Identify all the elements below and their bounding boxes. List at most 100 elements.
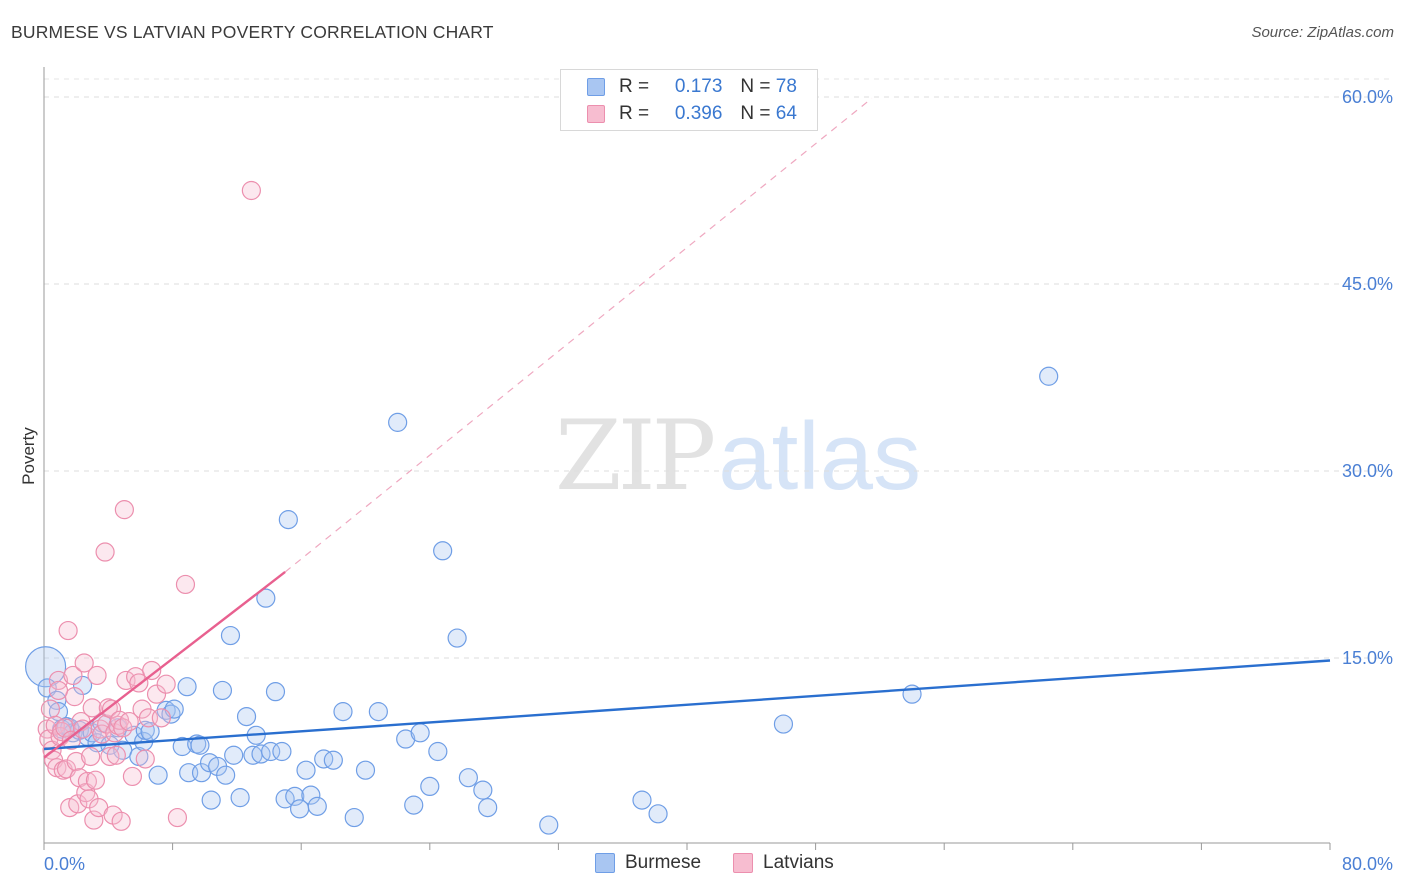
point-burmese: [177, 677, 197, 697]
legend-r-value-burmese: 0.173: [674, 76, 723, 97]
legend-swatch-latvians: [587, 105, 605, 123]
point-latvians: [64, 687, 85, 707]
point-burmese: [230, 788, 250, 808]
point-latvians: [106, 745, 126, 765]
point-burmese: [404, 795, 424, 815]
point-latvians: [40, 699, 61, 719]
point-latvians: [48, 680, 69, 701]
point-burmese: [296, 760, 316, 780]
point-burmese: [278, 510, 298, 530]
point-latvians: [119, 711, 139, 732]
point-burmese: [539, 815, 559, 835]
point-burmese: [224, 745, 244, 765]
point-burmese: [428, 741, 448, 762]
legend-n-label: N =: [740, 103, 771, 124]
trendline-extension-latvians: [284, 97, 873, 573]
y-tick-label: 15.0%: [1342, 648, 1393, 668]
point-latvians: [135, 749, 155, 769]
watermark-zip: ZIP: [555, 400, 716, 512]
series-label-latvians: Latvians: [763, 852, 834, 873]
point-burmese: [632, 790, 652, 810]
series-swatch-burmese: [595, 853, 615, 873]
point-latvians: [87, 665, 107, 686]
x-tick-label: 80.0%: [1342, 854, 1393, 874]
point-burmese: [314, 749, 334, 769]
point-burmese: [355, 760, 376, 780]
point-burmese: [265, 682, 286, 702]
point-burmese: [256, 588, 276, 608]
point-burmese: [148, 765, 168, 785]
point-burmese: [333, 702, 353, 722]
point-burmese: [410, 723, 430, 743]
point-latvians: [100, 746, 120, 767]
point-latvians: [175, 574, 196, 595]
point-burmese: [72, 675, 93, 696]
series-legend: Burmese Latvians: [595, 852, 866, 874]
point-burmese: [388, 412, 408, 432]
watermark: ZIPatlas: [555, 400, 921, 512]
trendline-latvians: [43, 571, 286, 759]
point-latvians: [66, 751, 86, 772]
legend-n-value-latvians: 64: [775, 103, 797, 124]
point-burmese: [344, 807, 364, 828]
point-latvians: [122, 766, 143, 787]
point-latvians: [167, 807, 188, 828]
point-burmese: [236, 706, 257, 727]
point-latvians: [101, 699, 122, 719]
legend-swatch-burmese: [587, 78, 605, 96]
point-latvians: [151, 708, 171, 728]
point-burmese: [1039, 366, 1059, 386]
point-latvians: [95, 542, 115, 562]
legend-r-label: R =: [619, 103, 650, 124]
source-label: Source: ZipAtlas.com: [1251, 24, 1394, 41]
point-burmese: [458, 768, 478, 788]
point-burmese: [216, 765, 236, 785]
chart-title: BURMESE VS LATVIAN POVERTY CORRELATION C…: [11, 22, 494, 42]
point-latvians: [81, 746, 101, 767]
x-tick-label: 0.0%: [44, 854, 85, 874]
legend-r-value-latvians: 0.396: [674, 103, 723, 124]
y-tick-label: 45.0%: [1342, 274, 1393, 294]
point-burmese: [447, 628, 467, 648]
point-burmese: [773, 714, 794, 734]
point-burmese: [396, 729, 416, 749]
legend-n-label: N =: [740, 76, 771, 97]
legend-r-label: R =: [619, 76, 650, 97]
point-latvians: [114, 500, 134, 520]
point-latvians: [68, 794, 88, 814]
correlation-legend: R = 0.173 N = 78 R = 0.396 N = 64: [560, 69, 818, 131]
point-latvians: [74, 653, 94, 673]
point-burmese: [220, 625, 241, 646]
point-latvians: [146, 684, 167, 704]
y-tick-label: 30.0%: [1342, 461, 1393, 481]
legend-n-value-burmese: 78: [775, 76, 797, 97]
point-burmese: [301, 785, 321, 805]
series-legend-latvians[interactable]: Latvians: [733, 852, 834, 874]
series-swatch-latvians: [733, 853, 754, 873]
point-burmese: [201, 790, 221, 810]
point-burmese: [285, 786, 305, 806]
point-burmese: [25, 646, 67, 688]
point-latvians: [241, 180, 261, 201]
point-burmese: [307, 796, 327, 816]
point-burmese: [478, 797, 498, 818]
point-burmese: [473, 780, 493, 800]
trendline-burmese: [43, 659, 1331, 751]
point-latvians: [84, 810, 104, 830]
point-burmese: [648, 804, 668, 824]
point-burmese: [190, 735, 210, 755]
point-burmese: [433, 541, 453, 561]
series-legend-burmese[interactable]: Burmese: [595, 852, 701, 874]
point-burmese: [272, 741, 292, 762]
y-axis-label: Poverty: [19, 427, 38, 485]
point-latvians: [111, 811, 131, 831]
point-latvians: [58, 620, 78, 641]
point-latvians: [156, 674, 176, 694]
legend-row-burmese: R = 0.173 N = 78: [587, 75, 797, 99]
point-burmese: [368, 702, 388, 722]
point-burmese: [323, 750, 343, 770]
point-burmese: [261, 741, 281, 762]
point-burmese: [212, 680, 233, 701]
point-latvians: [142, 660, 162, 681]
series-label-burmese: Burmese: [625, 852, 702, 873]
